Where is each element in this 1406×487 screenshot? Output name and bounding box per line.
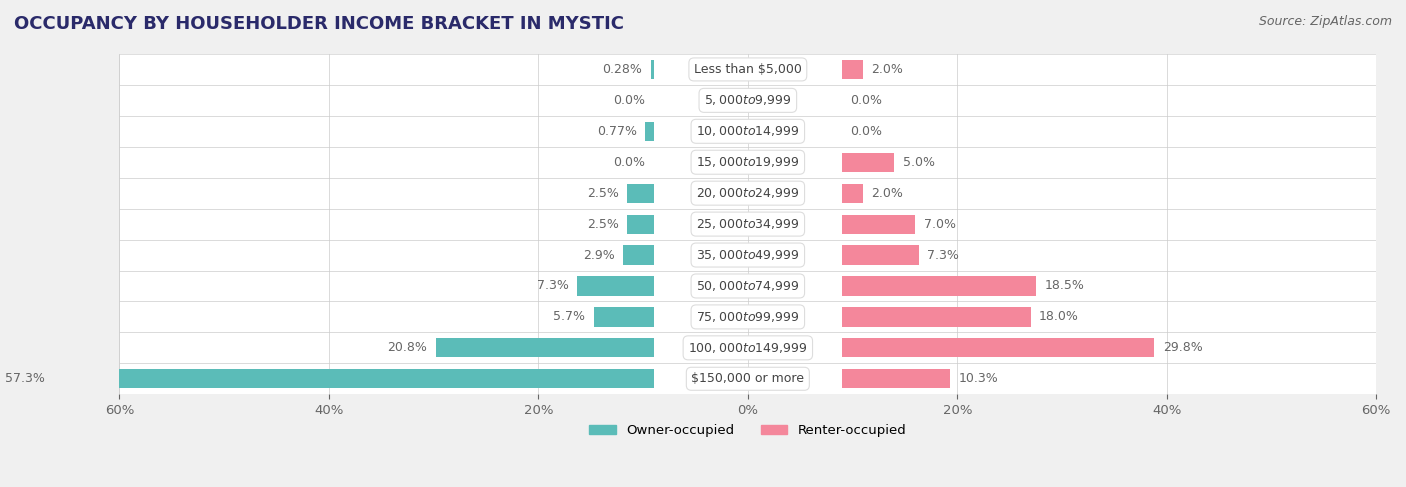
Text: 0.28%: 0.28% (602, 63, 643, 76)
Bar (120, 240, 1376, 270)
Bar (120, 178, 1376, 208)
Text: $35,000 to $49,999: $35,000 to $49,999 (696, 248, 800, 262)
Text: 7.3%: 7.3% (537, 280, 568, 293)
Text: $50,000 to $74,999: $50,000 to $74,999 (696, 279, 800, 293)
Bar (627, 214, 654, 234)
Bar (120, 333, 1376, 363)
Text: 2.0%: 2.0% (872, 63, 903, 76)
Text: $20,000 to $24,999: $20,000 to $24,999 (696, 186, 800, 200)
Text: $100,000 to $149,999: $100,000 to $149,999 (688, 341, 807, 355)
Text: $10,000 to $14,999: $10,000 to $14,999 (696, 124, 800, 138)
Text: Source: ZipAtlas.com: Source: ZipAtlas.com (1258, 15, 1392, 28)
Bar (842, 214, 915, 234)
Text: 2.5%: 2.5% (588, 218, 619, 231)
Bar (120, 85, 1376, 116)
Bar (120, 54, 1376, 85)
Bar (120, 270, 1376, 301)
Bar (627, 184, 654, 203)
Bar (842, 245, 918, 264)
Text: 2.9%: 2.9% (583, 248, 614, 262)
Bar (576, 277, 654, 296)
Text: 0.77%: 0.77% (598, 125, 637, 138)
Bar (436, 338, 654, 357)
Bar (623, 245, 654, 264)
Bar (842, 307, 1031, 326)
Text: 5.7%: 5.7% (554, 310, 585, 323)
Bar (842, 60, 863, 79)
Bar (842, 338, 1154, 357)
Text: $25,000 to $34,999: $25,000 to $34,999 (696, 217, 800, 231)
Bar (120, 208, 1376, 240)
Bar (53, 369, 654, 388)
Text: $15,000 to $19,999: $15,000 to $19,999 (696, 155, 800, 169)
Bar (842, 277, 1036, 296)
Bar (842, 152, 894, 172)
Bar (651, 60, 654, 79)
Text: 0.0%: 0.0% (613, 94, 645, 107)
Text: 7.0%: 7.0% (924, 218, 956, 231)
Text: 0.0%: 0.0% (851, 125, 883, 138)
Text: 0.0%: 0.0% (851, 94, 883, 107)
Bar (120, 301, 1376, 333)
Text: 57.3%: 57.3% (6, 372, 45, 385)
Bar (120, 147, 1376, 178)
Text: 7.3%: 7.3% (927, 248, 959, 262)
Bar (120, 116, 1376, 147)
Bar (120, 363, 1376, 394)
Bar (842, 184, 863, 203)
Text: 0.0%: 0.0% (613, 156, 645, 169)
Bar (842, 369, 950, 388)
Bar (593, 307, 654, 326)
Text: OCCUPANCY BY HOUSEHOLDER INCOME BRACKET IN MYSTIC: OCCUPANCY BY HOUSEHOLDER INCOME BRACKET … (14, 15, 624, 33)
Text: 18.5%: 18.5% (1045, 280, 1084, 293)
Text: $150,000 or more: $150,000 or more (692, 372, 804, 385)
Text: 2.0%: 2.0% (872, 187, 903, 200)
Text: 5.0%: 5.0% (903, 156, 935, 169)
Legend: Owner-occupied, Renter-occupied: Owner-occupied, Renter-occupied (583, 418, 911, 442)
Text: 18.0%: 18.0% (1039, 310, 1078, 323)
Text: 10.3%: 10.3% (959, 372, 998, 385)
Text: 29.8%: 29.8% (1163, 341, 1202, 355)
Text: 2.5%: 2.5% (588, 187, 619, 200)
Text: $5,000 to $9,999: $5,000 to $9,999 (704, 94, 792, 107)
Text: $75,000 to $99,999: $75,000 to $99,999 (696, 310, 800, 324)
Text: 20.8%: 20.8% (388, 341, 427, 355)
Text: Less than $5,000: Less than $5,000 (695, 63, 801, 76)
Bar (645, 122, 654, 141)
